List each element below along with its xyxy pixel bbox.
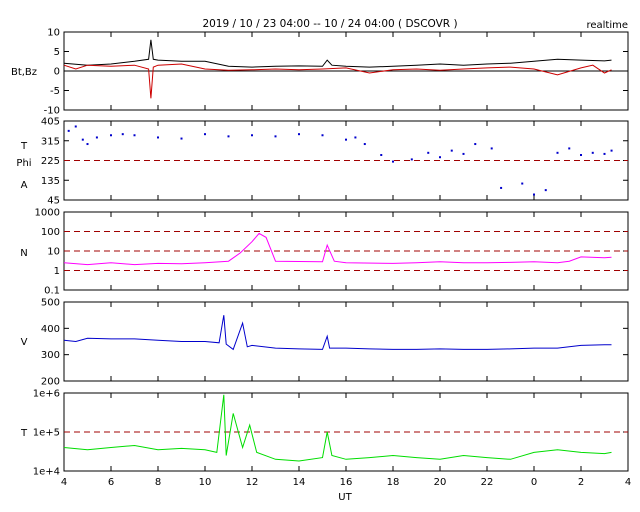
data-point-phi <box>121 133 124 136</box>
data-point-phi <box>321 134 324 137</box>
x-axis-label: UT <box>338 492 352 503</box>
data-point-phi <box>521 182 524 185</box>
y-tick-label-phi: 405 <box>41 117 60 128</box>
series-line-v <box>63 315 612 351</box>
data-point-phi <box>450 149 453 152</box>
y-tick-label-mag: 0 <box>54 67 60 78</box>
y-axis-label-speed: V <box>21 337 28 348</box>
series-line-bt <box>63 39 612 68</box>
y-tick-label-phi: 135 <box>41 176 60 187</box>
y-tick-label-speed: 500 <box>41 298 60 309</box>
data-point-phi <box>345 138 347 141</box>
y-tick-label-phi: 315 <box>41 136 60 147</box>
y-axis-label-phi: T <box>20 141 28 152</box>
x-tick-label: 6 <box>108 477 114 488</box>
x-tick-label: 2 <box>578 477 584 488</box>
data-point-phi <box>133 134 136 137</box>
y-tick-label-mag: 5 <box>54 47 60 58</box>
data-point-phi <box>580 154 582 157</box>
data-point-phi <box>427 151 430 154</box>
x-tick-label: 12 <box>246 477 259 488</box>
y-tick-label-phi: 45 <box>47 196 60 207</box>
data-point-phi <box>298 133 300 136</box>
x-tick-label: 16 <box>340 477 353 488</box>
data-point-phi <box>110 134 112 137</box>
x-tick-label: 0 <box>531 477 537 488</box>
data-point-phi <box>568 147 571 150</box>
y-tick-label-temperature: 1e+6 <box>33 389 60 400</box>
y-tick-label-speed: 200 <box>41 377 60 388</box>
x-tick-label: 20 <box>434 477 447 488</box>
x-tick-label: 4 <box>61 477 67 488</box>
data-point-phi <box>603 152 606 155</box>
data-point-phi <box>392 160 394 163</box>
series-line-n <box>63 232 612 266</box>
y-tick-label-density: 1000 <box>35 208 60 219</box>
data-point-phi <box>439 156 441 159</box>
y-tick-label-mag: -5 <box>50 86 60 97</box>
x-tick-label: 8 <box>155 477 161 488</box>
y-tick-label-temperature: 1e+5 <box>33 428 60 439</box>
series-line-t <box>63 394 612 462</box>
data-point-phi <box>157 136 159 139</box>
y-axis-label-phi: A <box>21 180 28 191</box>
data-point-phi <box>180 137 183 140</box>
y-tick-label-temperature: 1e+4 <box>33 467 60 478</box>
data-point-phi <box>95 136 98 139</box>
panel-frame-speed <box>63 301 629 382</box>
x-tick-label: 22 <box>481 477 494 488</box>
y-tick-label-density: 0.1 <box>44 286 60 297</box>
data-point-phi <box>500 186 503 189</box>
data-point-phi <box>544 189 547 192</box>
data-point-phi <box>533 193 535 196</box>
y-axis-label-temperature: T <box>20 428 28 439</box>
data-point-phi <box>204 133 206 136</box>
x-tick-label: 4 <box>625 477 631 488</box>
data-point-phi <box>227 135 230 138</box>
y-tick-label-phi: 225 <box>41 156 60 167</box>
realtime-label: realtime <box>586 20 628 31</box>
data-point-phi <box>74 125 77 128</box>
y-tick-label-mag: -10 <box>44 106 60 117</box>
data-point-phi <box>490 147 493 150</box>
data-point-phi <box>474 143 477 146</box>
y-axis-label-phi: Phi <box>16 158 31 169</box>
y-axis-label-density: N <box>20 248 27 259</box>
x-tick-label: 14 <box>293 477 306 488</box>
chart-panels: 1050-5-10Bt,Bz40531522513545TPhiA1000100… <box>11 28 631 489</box>
data-point-phi <box>462 152 465 155</box>
data-point-phi <box>274 135 277 138</box>
x-tick-label: 18 <box>387 477 400 488</box>
data-point-phi <box>251 134 253 137</box>
x-tick-label: 10 <box>199 477 212 488</box>
y-tick-label-density: 100 <box>41 227 60 238</box>
data-point-phi <box>591 151 594 154</box>
chart-title: 2019 / 10 / 23 04:00 -- 10 / 24 04:00 ( … <box>202 18 457 30</box>
data-point-phi <box>380 154 383 157</box>
data-point-phi <box>354 136 357 139</box>
data-point-phi <box>363 143 366 146</box>
data-point-phi <box>610 149 613 152</box>
data-point-phi <box>410 158 413 161</box>
y-tick-label-density: 10 <box>47 247 60 258</box>
data-point-phi <box>556 151 559 154</box>
data-point-phi <box>81 138 84 141</box>
y-axis-label-mag: Bt,Bz <box>11 67 37 78</box>
y-tick-label-density: 1 <box>54 266 60 277</box>
y-tick-label-speed: 400 <box>41 324 60 335</box>
y-tick-label-speed: 300 <box>41 350 60 361</box>
y-tick-label-mag: 10 <box>47 28 60 39</box>
data-point-phi <box>67 129 70 132</box>
data-point-phi <box>86 143 89 146</box>
series-line-bz <box>63 63 612 99</box>
